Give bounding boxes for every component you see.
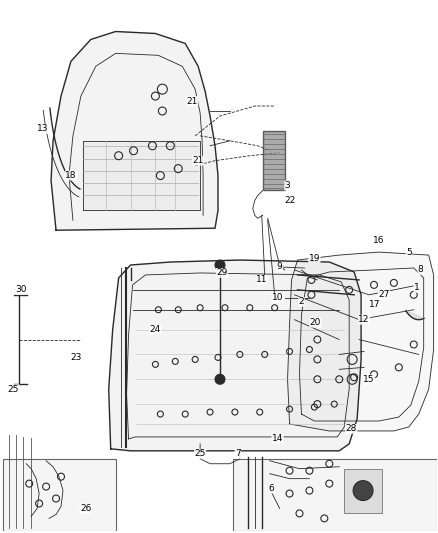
Text: 12: 12 <box>358 315 370 324</box>
Text: 27: 27 <box>378 290 390 300</box>
Bar <box>233 459 437 531</box>
Text: 25: 25 <box>194 449 206 458</box>
Text: 17: 17 <box>369 300 381 309</box>
Text: 20: 20 <box>310 318 321 327</box>
Text: 30: 30 <box>15 285 27 294</box>
Text: 26: 26 <box>80 504 92 513</box>
Text: 28: 28 <box>346 424 357 433</box>
Polygon shape <box>109 260 361 451</box>
Polygon shape <box>51 31 218 230</box>
Text: 18: 18 <box>65 171 77 180</box>
Circle shape <box>215 260 225 270</box>
Polygon shape <box>83 141 200 211</box>
Text: 16: 16 <box>373 236 385 245</box>
Text: 24: 24 <box>150 325 161 334</box>
Text: 29: 29 <box>216 269 228 278</box>
Text: 25: 25 <box>7 385 19 394</box>
Text: 8: 8 <box>418 265 424 274</box>
Text: 13: 13 <box>37 124 49 133</box>
Text: 7: 7 <box>235 449 241 458</box>
Bar <box>4 459 116 531</box>
Text: 1: 1 <box>414 284 420 293</box>
Circle shape <box>353 481 373 500</box>
Text: 9: 9 <box>277 262 283 271</box>
Text: 14: 14 <box>272 434 283 443</box>
Text: 2: 2 <box>299 297 304 306</box>
Bar <box>263 131 285 190</box>
Text: 23: 23 <box>70 353 81 362</box>
Text: 10: 10 <box>272 293 283 302</box>
Text: 19: 19 <box>309 254 320 263</box>
Text: 11: 11 <box>256 276 268 285</box>
Circle shape <box>215 374 225 384</box>
Text: 3: 3 <box>285 181 290 190</box>
Text: 21: 21 <box>187 96 198 106</box>
Polygon shape <box>406 311 424 320</box>
Text: 22: 22 <box>284 196 295 205</box>
Text: 5: 5 <box>406 248 412 256</box>
Polygon shape <box>288 252 434 431</box>
Text: 6: 6 <box>269 484 275 493</box>
Text: 21: 21 <box>192 156 204 165</box>
Text: 15: 15 <box>363 375 375 384</box>
Bar <box>344 469 382 513</box>
